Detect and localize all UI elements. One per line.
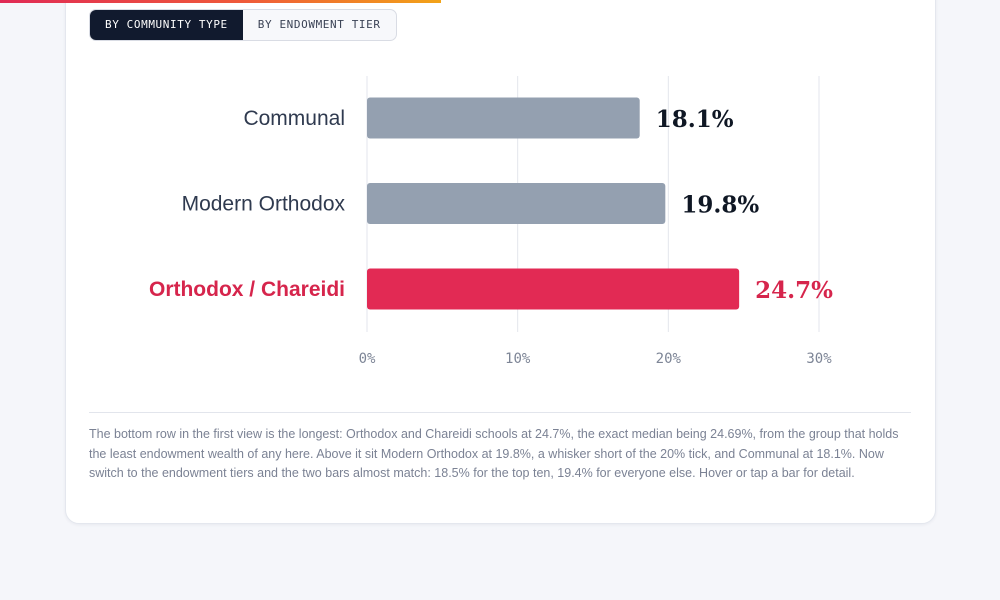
bar[interactable] — [367, 97, 640, 139]
toggle-endowment-tier[interactable]: BY ENDOWMENT TIER — [257, 18, 381, 31]
value-label: 24.7% — [755, 277, 833, 304]
bar[interactable] — [367, 183, 666, 224]
chart-card — [65, 0, 936, 524]
toggle-community-type[interactable]: BY COMMUNITY TYPE — [90, 10, 243, 40]
x-tick-label: 30% — [806, 351, 832, 367]
x-tick-label: 0% — [359, 351, 376, 367]
chart-note: The bottom row in the first view is the … — [89, 427, 899, 480]
x-tick-label: 10% — [505, 351, 531, 367]
bar-chart: 0% 10% 20% 30% Communal 18.1% Modern Orthodox 1… — [149, 76, 833, 367]
category-label: Modern Orthodox — [182, 193, 346, 216]
value-label: 18.1% — [656, 106, 734, 133]
category-label: Orthodox / Chareidi — [149, 278, 345, 301]
top-accent-bar — [0, 0, 441, 3]
value-label: 19.8% — [681, 192, 759, 219]
view-toggle: BY COMMUNITY TYPE BY ENDOWMENT TIER — [89, 9, 397, 41]
x-tick-label: 20% — [656, 351, 682, 367]
divider — [89, 412, 911, 413]
category-label: Communal — [243, 107, 345, 130]
bar[interactable] — [367, 268, 740, 310]
